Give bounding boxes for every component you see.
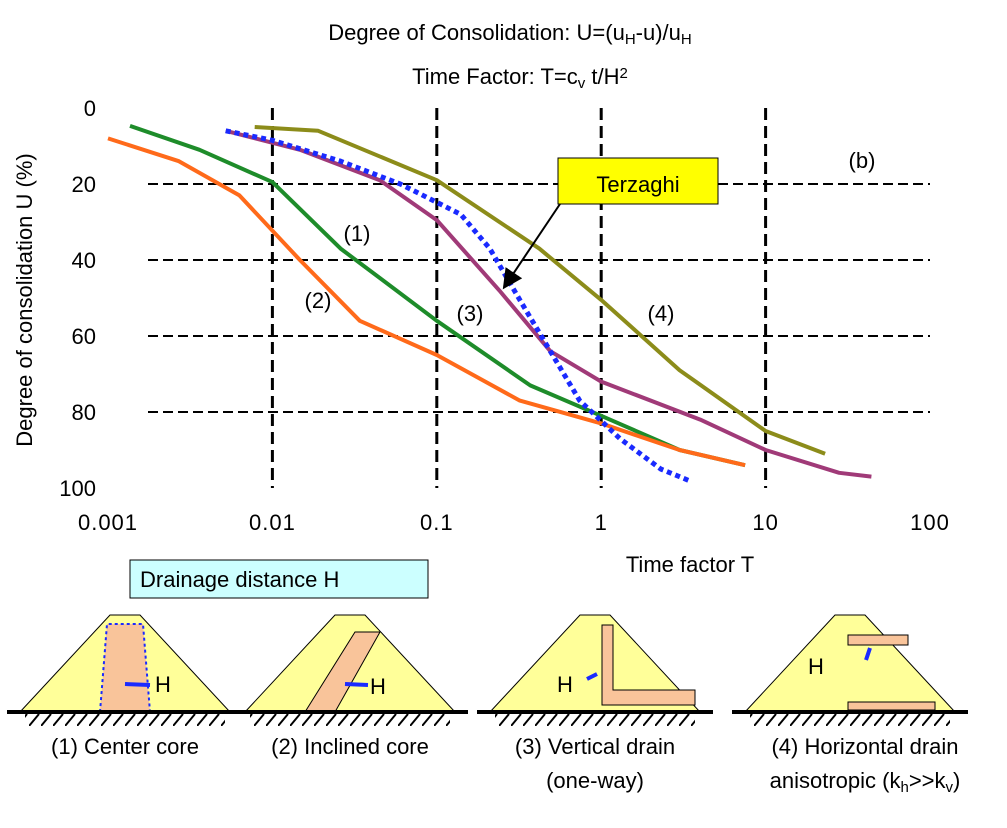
series-label: (2)	[305, 288, 332, 313]
y-axis-title: Degree of consolidation U (%)	[12, 153, 37, 446]
text-segment: )	[953, 768, 960, 793]
drainage-label: H	[370, 674, 386, 699]
y-tick-label: 40	[72, 248, 96, 273]
dam-diagram: H	[232, 615, 468, 727]
drain	[848, 635, 908, 645]
text-segment: Degree of Consolidation: U=(u	[328, 20, 625, 45]
dam-diagram: H	[732, 615, 968, 727]
text-segment: t/H	[585, 64, 619, 89]
x-tick-label: 0.01	[249, 510, 296, 535]
drainage-label: H	[155, 672, 171, 697]
caption: (3) Vertical drain	[515, 734, 675, 759]
y-tick-label: 100	[59, 476, 96, 501]
annotation-arrow	[505, 204, 560, 286]
dam-diagram: H	[7, 615, 243, 727]
x-tick-label: 0.1	[420, 510, 454, 535]
series-label: (4)	[648, 301, 675, 326]
x-axis-title: Time factor T	[626, 552, 754, 577]
x-tick-label: 10	[752, 510, 778, 535]
caption: (4) Horizontal drain	[771, 734, 958, 759]
text-segment: >>k	[909, 768, 947, 793]
text-segment: (4) Horizontal drain	[771, 734, 958, 759]
series-label: (3)	[457, 301, 484, 326]
caption: (2) Inclined core	[271, 734, 429, 759]
subscript: H	[625, 31, 636, 48]
caption: anisotropic (kh>>kv)	[770, 768, 961, 796]
text-segment: (one-way)	[546, 768, 644, 793]
ground-hatch	[25, 713, 225, 727]
x-tick-label: 100	[910, 510, 950, 535]
dam-diagram: H	[477, 615, 713, 727]
y-tick-label: 0	[84, 96, 96, 121]
chart-title: Degree of Consolidation: U=(uH-u)/uH	[328, 20, 692, 48]
subscript: 2	[620, 65, 628, 82]
subscript: H	[681, 31, 692, 48]
text-segment: Time Factor: T=c	[412, 64, 578, 89]
drainage-label: H	[808, 654, 824, 679]
caption: (one-way)	[546, 768, 644, 793]
text-segment: -u)/u	[636, 20, 681, 45]
drainage-label: H	[557, 672, 573, 697]
drain-mark	[125, 684, 150, 685]
panel-label: (b)	[849, 148, 876, 173]
ground-hatch	[495, 713, 695, 727]
text-segment: (1) Center core	[51, 734, 199, 759]
y-tick-label: 20	[72, 172, 96, 197]
caption: (1) Center core	[51, 734, 199, 759]
note: Drainage distance H	[140, 567, 339, 592]
text-segment: anisotropic (k	[770, 768, 902, 793]
chart-subtitle: Time Factor: T=cv t/H2	[412, 64, 628, 92]
drain-mark	[345, 684, 368, 685]
core	[100, 624, 150, 712]
text-segment: (2) Inclined core	[271, 734, 429, 759]
x-tick-label: 0.001	[78, 510, 138, 535]
subscript: h	[900, 779, 908, 796]
series-label: (1)	[344, 221, 371, 246]
text-segment: (3) Vertical drain	[515, 734, 675, 759]
y-tick-label: 80	[72, 400, 96, 425]
ground-hatch	[250, 713, 450, 727]
series-label: Terzaghi	[596, 172, 679, 197]
drain	[848, 702, 935, 710]
ground-hatch	[750, 713, 950, 727]
y-tick-label: 60	[72, 324, 96, 349]
dam	[745, 615, 955, 712]
figure: Degree of Consolidation: U=(uH-u)/uHTime…	[0, 0, 1007, 828]
x-tick-label: 1	[595, 510, 608, 535]
